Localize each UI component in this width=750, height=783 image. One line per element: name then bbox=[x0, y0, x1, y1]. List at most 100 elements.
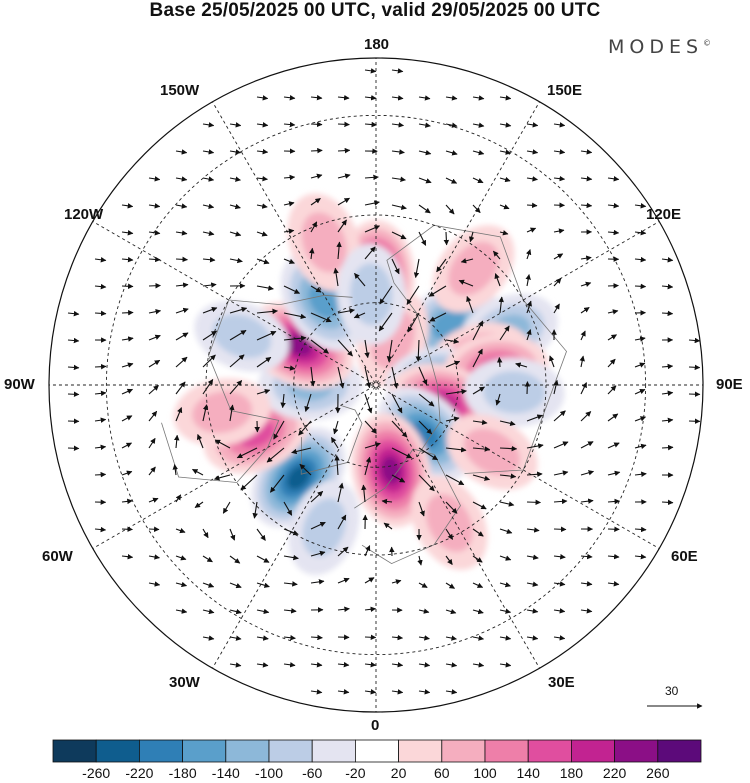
wind-vector-240 bbox=[94, 417, 107, 423]
anomaly-field bbox=[173, 193, 565, 576]
negative-anomaly-18 bbox=[336, 243, 406, 345]
colorbar-box-4 bbox=[225, 739, 270, 763]
wind-vector-272 bbox=[291, 447, 312, 455]
wind-vector-311 bbox=[175, 494, 182, 503]
wind-vector-313 bbox=[222, 501, 231, 514]
wind-vector-279 bbox=[499, 445, 518, 452]
wind-vector-347 bbox=[553, 526, 567, 533]
wind-vector-166 bbox=[661, 310, 674, 317]
wind-vector-108 bbox=[309, 247, 315, 260]
colorbar-tick-label: -220 bbox=[125, 765, 154, 781]
wind-vector-402 bbox=[526, 608, 539, 614]
wind-vector-345 bbox=[499, 528, 513, 534]
wind-vector-75 bbox=[526, 202, 538, 209]
colorbar-box-6 bbox=[311, 739, 356, 763]
wind-vector-281 bbox=[553, 441, 569, 449]
wind-vector-386 bbox=[553, 581, 566, 587]
colorbar-box-8 bbox=[398, 739, 443, 763]
wind-vector-360 bbox=[364, 545, 371, 557]
wind-vector-384 bbox=[499, 581, 511, 588]
wind-vector-414 bbox=[445, 635, 457, 641]
wind-vector-54 bbox=[472, 177, 484, 184]
wind-vector-337 bbox=[283, 528, 299, 536]
wind-vector-291 bbox=[213, 474, 231, 481]
wind-vector-84 bbox=[229, 231, 242, 237]
wind-vector-93 bbox=[468, 231, 475, 243]
wind-vector-181 bbox=[445, 338, 460, 344]
lon-label-0: 0 bbox=[371, 717, 380, 734]
wind-vector-139 bbox=[553, 277, 562, 287]
colorbar-tick-label: 260 bbox=[646, 765, 670, 781]
wind-vector-395 bbox=[337, 606, 350, 612]
wind-vector-237 bbox=[661, 390, 674, 396]
wind-vector-343 bbox=[445, 528, 454, 540]
wind-vector-316 bbox=[310, 490, 324, 503]
wind-vector-218 bbox=[148, 385, 159, 395]
wind-vector-329 bbox=[661, 499, 674, 506]
wind-vector-170 bbox=[148, 334, 161, 341]
wind-vector-129 bbox=[283, 285, 300, 294]
wind-vector-208 bbox=[515, 362, 528, 368]
wind-vector-415 bbox=[472, 635, 485, 641]
wind-vector-325 bbox=[553, 498, 568, 505]
wind-vector-19 bbox=[391, 122, 405, 128]
wind-vector-219 bbox=[175, 381, 186, 395]
wind-vector-306 bbox=[634, 471, 647, 478]
wind-vector-270 bbox=[236, 447, 258, 459]
wind-vector-421 bbox=[283, 662, 296, 668]
wind-vector-44 bbox=[202, 176, 215, 182]
wind-vector-51 bbox=[391, 176, 406, 182]
wind-vector-71 bbox=[418, 204, 431, 214]
wind-vector-425 bbox=[391, 662, 404, 668]
colorbar-tick-label: -180 bbox=[168, 765, 197, 781]
wind-vector-9 bbox=[445, 95, 458, 101]
wind-vector-391 bbox=[229, 608, 242, 615]
wind-vector-374 bbox=[229, 582, 242, 589]
wind-vector-190 bbox=[688, 337, 701, 344]
wind-vector-206 bbox=[472, 348, 483, 368]
wind-vector-387 bbox=[580, 581, 593, 587]
wind-vector-248 bbox=[298, 420, 312, 436]
wind-vector-330 bbox=[94, 526, 107, 533]
wind-vector-283 bbox=[607, 442, 620, 449]
wind-vector-274 bbox=[364, 442, 381, 449]
wind-vector-163 bbox=[580, 306, 590, 314]
wind-vector-431 bbox=[337, 689, 350, 695]
wind-vector-358 bbox=[310, 550, 326, 557]
wind-vector-113 bbox=[436, 258, 447, 273]
wind-vector-38 bbox=[499, 149, 512, 155]
wind-vector-144 bbox=[67, 310, 80, 317]
wind-vector-353 bbox=[175, 555, 187, 561]
wind-vector-427 bbox=[445, 662, 458, 668]
wind-vector-105 bbox=[229, 257, 243, 264]
wind-vector-197 bbox=[229, 354, 245, 368]
wind-vector-182 bbox=[472, 320, 484, 341]
wind-vector-191 bbox=[67, 364, 80, 371]
wind-vector-158 bbox=[429, 312, 447, 322]
lon-label-120w: 120W bbox=[64, 206, 104, 223]
wind-vector-151 bbox=[256, 308, 278, 315]
wind-vector-314 bbox=[252, 501, 258, 519]
colorbar-box-3 bbox=[182, 739, 227, 763]
wind-vector-63 bbox=[202, 203, 215, 209]
wind-vector-212 bbox=[634, 362, 646, 368]
wind-vector-1 bbox=[391, 68, 404, 74]
wind-vector-322 bbox=[472, 501, 487, 510]
wind-vector-396 bbox=[364, 606, 377, 613]
anomaly-contour bbox=[286, 465, 310, 490]
wind-vector-359 bbox=[337, 546, 349, 557]
wind-vector-424 bbox=[364, 661, 377, 668]
wind-vector-252 bbox=[418, 420, 433, 435]
wind-vector-312 bbox=[194, 501, 204, 509]
wind-vector-226 bbox=[364, 393, 373, 414]
wind-vector-94 bbox=[499, 230, 509, 236]
meridian bbox=[376, 101, 540, 384]
wind-vector-275 bbox=[391, 447, 413, 459]
coastline-2 bbox=[354, 448, 461, 565]
wind-vector-72 bbox=[445, 204, 455, 215]
colorbar-tick-label: -260 bbox=[82, 765, 111, 781]
wind-vector-334 bbox=[202, 528, 209, 539]
wind-vector-302 bbox=[526, 471, 543, 478]
wind-vector-389 bbox=[175, 608, 188, 614]
wind-vector-171 bbox=[175, 332, 189, 341]
